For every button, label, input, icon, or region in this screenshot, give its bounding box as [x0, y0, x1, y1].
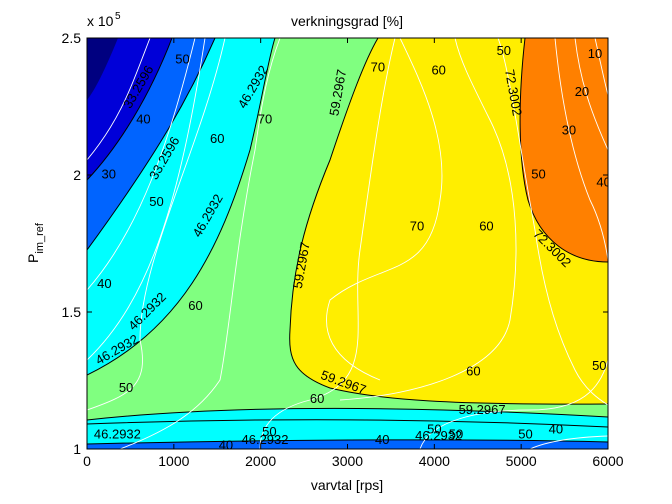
- iso-line: [87, 38, 206, 361]
- boundary-line: [87, 38, 216, 251]
- x-tick-label: 4000: [419, 453, 450, 469]
- iso-line-label: 50: [149, 194, 163, 209]
- y-exponent-base: x 10: [87, 13, 114, 29]
- iso-line-label: 50: [427, 421, 441, 436]
- iso-line-label: 50: [175, 51, 189, 66]
- x-axis-label: varvtal [rps]: [311, 477, 383, 493]
- boundary-line: [87, 407, 608, 421]
- level-label: 46.2932: [242, 432, 289, 447]
- iso-line: [87, 38, 226, 411]
- iso-line-label: 50: [262, 424, 276, 439]
- y-tick-label: 2.5: [62, 30, 82, 46]
- x-tick-label: 5000: [506, 453, 537, 469]
- x-tick-label: 3000: [332, 453, 363, 469]
- iso-line-label: 50: [592, 358, 606, 373]
- y-exponent-power: 5: [115, 11, 121, 22]
- iso-line-label: 40: [549, 421, 563, 436]
- boundary-line: [87, 38, 173, 181]
- iso-line: [87, 38, 151, 161]
- iso-line-label: 40: [596, 175, 610, 190]
- y-tick-label: 1: [73, 441, 81, 457]
- filled-contours: 50 40 30 50 40 50 60 70 60 50 40 60 70 60 50 70 60 60 50 40…: [87, 38, 610, 453]
- iso-line-label: 50: [518, 427, 532, 442]
- iso-line: [594, 38, 608, 96]
- region-navy: [87, 38, 118, 100]
- iso-line: [259, 38, 396, 449]
- iso-line-label: 70: [258, 112, 272, 127]
- level-label: 59.2967: [459, 402, 506, 417]
- boundary-line: [519, 38, 608, 263]
- y-axis-label-sub: im_ref: [34, 222, 46, 254]
- iso-line-label: 40: [375, 432, 389, 447]
- iso-line-label: 30: [562, 123, 576, 138]
- iso-line-label: 40: [97, 276, 111, 291]
- iso-line-label: 20: [575, 84, 589, 99]
- iso-line-label: 60: [466, 364, 480, 379]
- iso-line-label: 10: [588, 46, 602, 61]
- iso-line-label: 50: [449, 427, 463, 442]
- boundary-line: [289, 38, 608, 405]
- iso-line: [497, 38, 608, 406]
- iso-line-label: 40: [219, 438, 233, 453]
- y-axis-label-main: P: [25, 254, 41, 263]
- iso-line-label: 50: [497, 43, 511, 58]
- iso-line: [119, 38, 281, 449]
- iso-line-label: 60: [431, 62, 445, 77]
- y-tick-label: 1.5: [62, 304, 82, 320]
- boundary-line: [87, 419, 608, 428]
- iso-line-label: 30: [101, 166, 115, 181]
- y-tick-label: 2: [73, 167, 81, 183]
- boundary-line: [87, 439, 608, 445]
- iso-line-label: 60: [188, 298, 202, 313]
- x-ticks: 0 1000 2000 3000 4000 5000 6000: [83, 38, 624, 469]
- x-tick-label: 6000: [592, 453, 623, 469]
- y-axis-label: Pim_ref: [25, 222, 46, 263]
- iso-line: [87, 38, 196, 291]
- iso-line-label: 50: [119, 380, 133, 395]
- level-label: 46.2932: [94, 427, 141, 442]
- iso-line-label: 60: [479, 218, 493, 233]
- chart-title: verkningsgrad [%]: [291, 13, 403, 29]
- iso-line-label: 70: [371, 60, 385, 75]
- boundary-line: [87, 38, 276, 376]
- level-label: 46.2932: [415, 428, 462, 443]
- iso-line: [326, 38, 443, 381]
- x-tick-label: 2000: [245, 453, 276, 469]
- iso-line-label: 50: [531, 166, 545, 181]
- iso-line: [339, 38, 517, 401]
- x-tick-label: 1000: [158, 453, 189, 469]
- iso-line-label: 60: [210, 131, 224, 146]
- iso-lines: [87, 38, 608, 449]
- iso-line-label: 60: [310, 391, 324, 406]
- iso-line-label: 40: [136, 112, 150, 127]
- iso-line-label: 70: [410, 218, 424, 233]
- iso-line: [554, 38, 608, 261]
- region-darkblue: [87, 38, 172, 180]
- y-ticks: 1 1.5 2 2.5: [62, 30, 608, 457]
- iso-line: [574, 38, 608, 151]
- iso-line: [419, 359, 608, 449]
- filled-boundaries: [87, 38, 608, 445]
- x-tick-label: 0: [83, 453, 91, 469]
- svg-text:Pim_ref: Pim_ref: [25, 222, 46, 263]
- iso-line: [529, 435, 608, 449]
